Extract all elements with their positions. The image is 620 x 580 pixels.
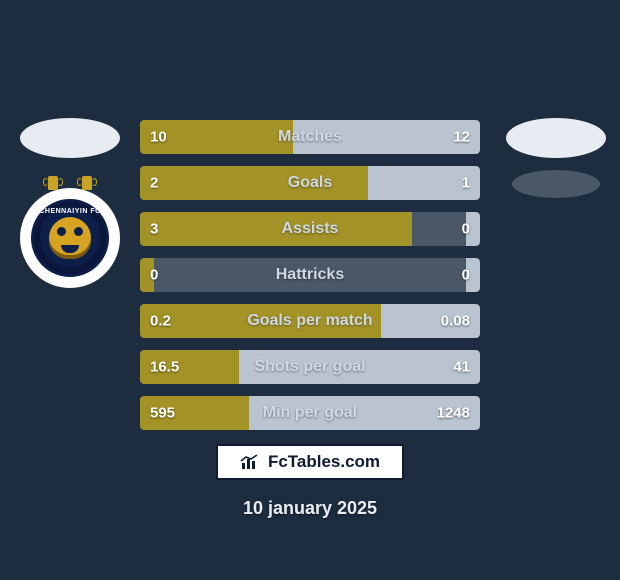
stats-bars: Matches1012Goals21Assists30Hattricks00Go…: [140, 120, 480, 442]
player-left-photo-placeholder: [20, 118, 120, 158]
player-right-column: [506, 118, 606, 198]
stat-value-right: 1248: [437, 405, 470, 422]
stat-row: Matches1012: [140, 120, 480, 154]
club-badge: CHENNAIYIN FC: [31, 199, 109, 277]
brand-box: FcTables.com: [216, 444, 404, 480]
stat-value-left: 16.5: [150, 359, 179, 376]
stat-value-left: 0: [150, 267, 158, 284]
stat-value-right: 0.08: [441, 313, 470, 330]
stat-value-right: 0: [462, 267, 470, 284]
stat-row: Min per goal5951248: [140, 396, 480, 430]
stat-value-right: 12: [453, 129, 470, 146]
stat-bar-left: [140, 212, 412, 246]
mask-icon: [49, 217, 91, 259]
stat-value-right: 41: [453, 359, 470, 376]
stat-row: Assists30: [140, 212, 480, 246]
stat-row: Goals21: [140, 166, 480, 200]
brand-chart-icon: [240, 454, 260, 470]
stat-bar-right: [239, 350, 480, 384]
club-logo-left: CHENNAIYIN FC: [20, 188, 120, 288]
stat-row: Hattricks0 0: [140, 258, 480, 292]
stat-value-left: 2: [150, 175, 158, 192]
stat-value-left: 3: [150, 221, 158, 238]
club-logo-right-placeholder: [512, 170, 600, 198]
date-text: 10 january 2025: [0, 498, 620, 519]
stat-row: Goals per match0.20.08: [140, 304, 480, 338]
footer: FcTables.com 10 january 2025: [0, 444, 620, 519]
trophy-icon: [48, 176, 58, 190]
stat-row: Shots per goal16.541: [140, 350, 480, 384]
stat-value-right: 1: [462, 175, 470, 192]
stat-label: Hattricks: [140, 266, 480, 284]
stat-bar-left: [140, 166, 368, 200]
stat-value-left: 10: [150, 129, 167, 146]
stat-value-left: 0.2: [150, 313, 171, 330]
club-name: CHENNAIYIN FC: [39, 208, 100, 215]
stat-bar-right: [293, 120, 480, 154]
player-left-column: CHENNAIYIN FC: [10, 118, 130, 288]
player-right-photo-placeholder: [506, 118, 606, 158]
stat-bar-left: [140, 304, 381, 338]
brand-text: FcTables.com: [268, 452, 380, 472]
trophy-icons: [48, 176, 92, 190]
stat-value-left: 595: [150, 405, 175, 422]
trophy-icon: [82, 176, 92, 190]
stat-value-right: 0: [462, 221, 470, 238]
